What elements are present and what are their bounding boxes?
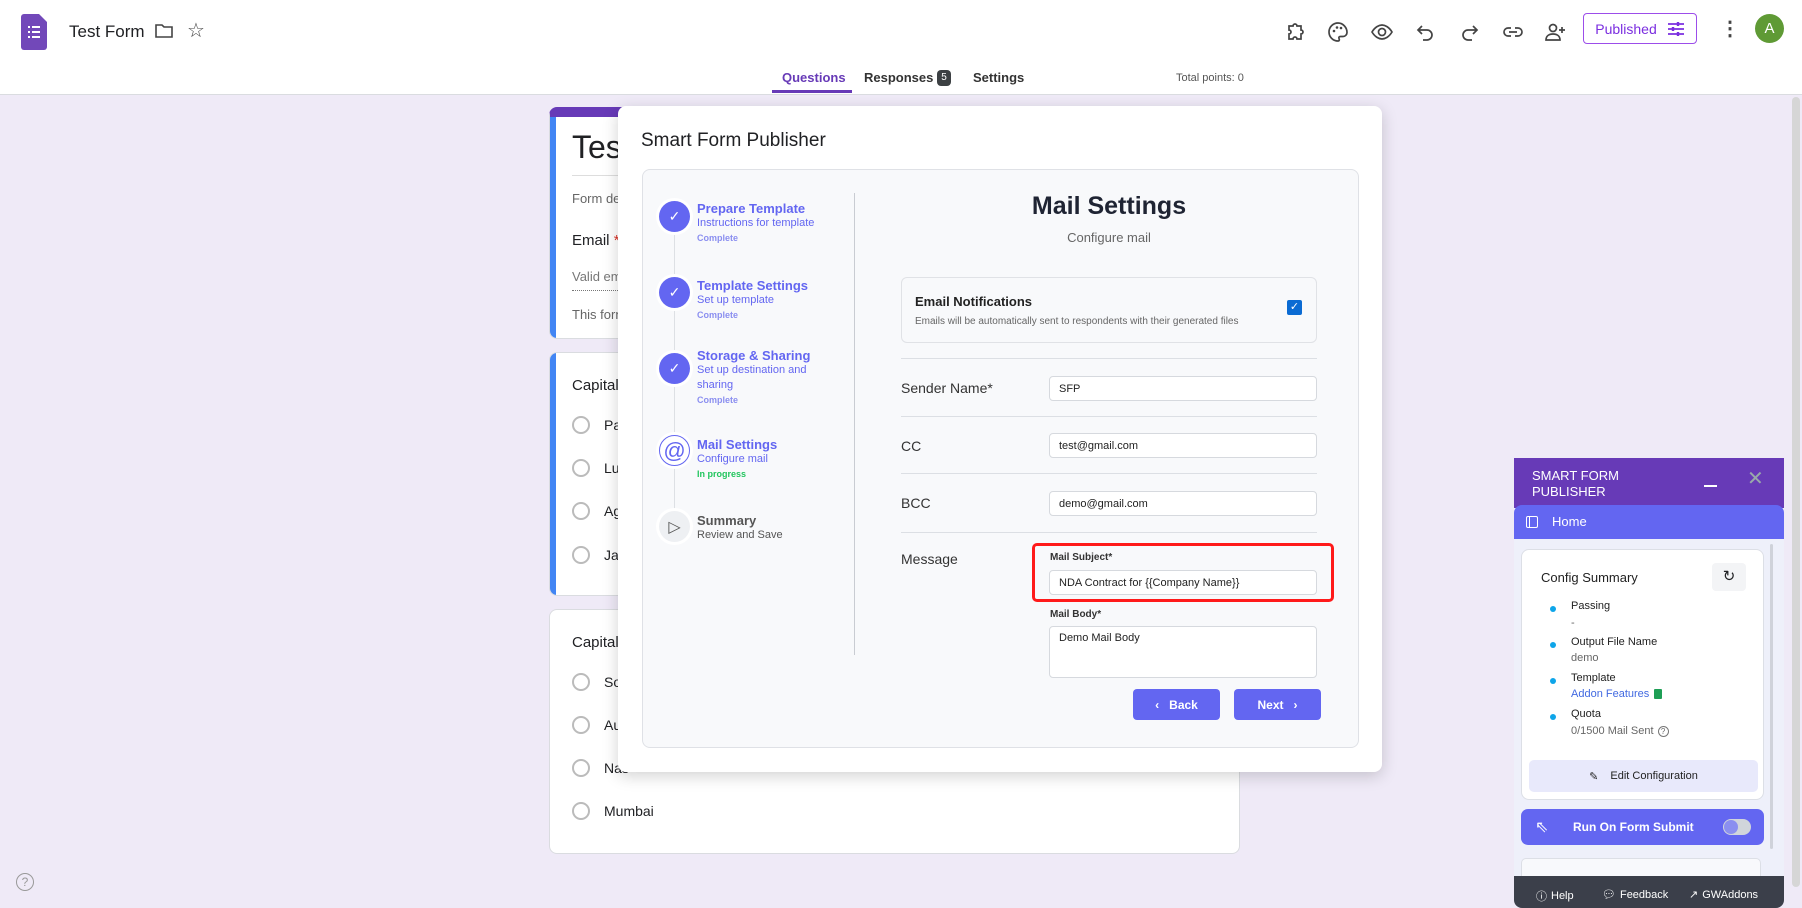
- gwaddons-link[interactable]: ↗ GWAddons: [1689, 888, 1759, 902]
- option[interactable]: Mumbai: [572, 802, 654, 820]
- tab-settings[interactable]: Settings: [973, 70, 1025, 85]
- at-sign-icon: @: [659, 435, 690, 466]
- published-label: Published: [1595, 20, 1657, 37]
- feedback-link[interactable]: 💬︎ Feedback: [1602, 888, 1669, 902]
- email-placeholder: Valid em: [572, 269, 632, 291]
- help-link[interactable]: ⓘ Help: [1536, 890, 1574, 903]
- sender-name-input[interactable]: [1049, 376, 1317, 401]
- mail-subject-label: Mail Subject*: [1050, 552, 1113, 563]
- sheets-icon: [1654, 689, 1663, 699]
- sidebar-footer: ⓘ Help 💬︎ Feedback ↗ GWAddons: [1514, 876, 1784, 908]
- sidebar-scrollbar[interactable]: [1770, 544, 1773, 849]
- cc-input[interactable]: [1049, 433, 1317, 458]
- palette-icon[interactable]: [1326, 20, 1350, 44]
- config-summary-title: Config Summary: [1541, 570, 1638, 585]
- section-subheading: Configure mail: [1067, 230, 1151, 245]
- play-icon: ▷: [659, 511, 690, 542]
- question-title: Capital: [572, 377, 619, 394]
- refresh-icon[interactable]: ↻: [1712, 563, 1746, 591]
- highlight-box: [1032, 543, 1334, 602]
- email-label: Email *: [572, 232, 620, 249]
- home-label: Home: [1552, 514, 1587, 529]
- chevron-right-icon: ›: [1293, 697, 1298, 712]
- help-circle-icon: ⓘ: [1536, 891, 1547, 903]
- cc-label: CC: [901, 438, 922, 454]
- close-icon[interactable]: ✕: [1747, 468, 1764, 490]
- form-title[interactable]: Test Form: [69, 22, 145, 41]
- back-button[interactable]: ‹ Back: [1133, 689, 1220, 720]
- sidebar-toggle-icon[interactable]: [1526, 516, 1538, 528]
- link-icon[interactable]: [1501, 20, 1525, 44]
- responses-count-badge: 5: [937, 70, 951, 86]
- check-icon: ✓: [659, 277, 690, 308]
- sidebar-header: SMART FORM PUBLISHER ✕: [1514, 458, 1784, 508]
- published-button[interactable]: Published: [1583, 13, 1697, 44]
- star-icon[interactable]: ☆: [187, 20, 205, 42]
- run-on-form-submit: ⇖ Run On Form Submit: [1521, 809, 1764, 845]
- info-icon[interactable]: ?: [1657, 725, 1669, 737]
- run-toggle[interactable]: [1723, 819, 1751, 835]
- active-tab-indicator: [772, 90, 852, 93]
- notifications-description: Emails will be automatically sent to res…: [915, 316, 1239, 327]
- more-options-icon[interactable]: ⋮: [1720, 18, 1740, 40]
- home-nav[interactable]: Home: [1514, 505, 1784, 539]
- chevron-left-icon: ‹: [1155, 697, 1160, 712]
- question-title: Capital: [572, 634, 619, 651]
- check-icon: ✓: [659, 353, 690, 384]
- top-bar: Test Form ☆ Published ⋮ A Questions Resp…: [0, 0, 1802, 95]
- stepper-divider: [854, 193, 855, 655]
- sidebar-title: SMART FORM PUBLISHER: [1532, 468, 1619, 499]
- section-heading: Mail Settings: [1031, 192, 1187, 220]
- config-summary-card: Config Summary ↻ Passing - Output File Na…: [1521, 549, 1764, 800]
- edit-configuration-button[interactable]: ✎ Edit Configuration: [1529, 760, 1758, 792]
- dialog-title: Smart Form Publisher: [641, 130, 826, 151]
- help-icon[interactable]: ?: [16, 873, 34, 891]
- notifications-checkbox[interactable]: ✓: [1287, 300, 1302, 315]
- add-collaborator-icon[interactable]: [1543, 20, 1567, 44]
- cursor-click-icon: ⇖: [1535, 819, 1549, 836]
- form-description: Form de: [572, 191, 621, 206]
- undo-icon[interactable]: [1414, 20, 1438, 44]
- bcc-label: BCC: [901, 495, 931, 511]
- addons-puzzle-icon[interactable]: [1284, 20, 1308, 44]
- email-notifications-box: Email Notifications Emails will be autom…: [901, 277, 1317, 343]
- tab-questions[interactable]: Questions: [782, 70, 846, 85]
- form-note: This forn: [572, 307, 623, 322]
- message-label: Message: [901, 551, 958, 567]
- addon-sidebar: SMART FORM PUBLISHER ✕ Home Config Summa…: [1514, 458, 1784, 908]
- pencil-icon: ✎: [1589, 770, 1599, 783]
- form-heading: Tes: [572, 129, 622, 165]
- check-icon: ✓: [659, 201, 690, 232]
- smart-form-publisher-dialog: Smart Form Publisher ✓ Prepare Template I…: [618, 106, 1382, 772]
- mail-subject-input[interactable]: [1049, 570, 1317, 595]
- tab-responses[interactable]: Responses: [864, 70, 934, 85]
- page-scrollbar[interactable]: [1792, 97, 1800, 887]
- chat-bubble-icon: 💬︎: [1602, 889, 1616, 901]
- next-button[interactable]: Next ›: [1234, 689, 1321, 720]
- run-label: Run On Form Submit: [1573, 820, 1694, 834]
- mail-body-label: Mail Body*: [1050, 609, 1102, 620]
- preview-eye-icon[interactable]: [1370, 20, 1394, 44]
- mail-body-textarea[interactable]: Demo Mail Body: [1049, 626, 1317, 678]
- folder-icon[interactable]: [155, 23, 173, 39]
- total-points: Total points: 0: [1176, 72, 1244, 84]
- avatar[interactable]: A: [1755, 14, 1784, 43]
- external-link-icon: ↗: [1689, 889, 1699, 901]
- notifications-title: Email Notifications: [915, 294, 1033, 309]
- template-link[interactable]: Addon Features: [1571, 688, 1663, 700]
- minimize-icon[interactable]: [1704, 485, 1717, 487]
- forms-logo-icon[interactable]: [21, 14, 47, 50]
- wizard-panel: ✓ Prepare Template Instructions for templ…: [642, 169, 1359, 748]
- bcc-input[interactable]: [1049, 491, 1317, 516]
- sender-name-label: Sender Name*: [901, 380, 993, 396]
- redo-icon[interactable]: [1457, 20, 1481, 44]
- sliders-icon: [1667, 21, 1684, 36]
